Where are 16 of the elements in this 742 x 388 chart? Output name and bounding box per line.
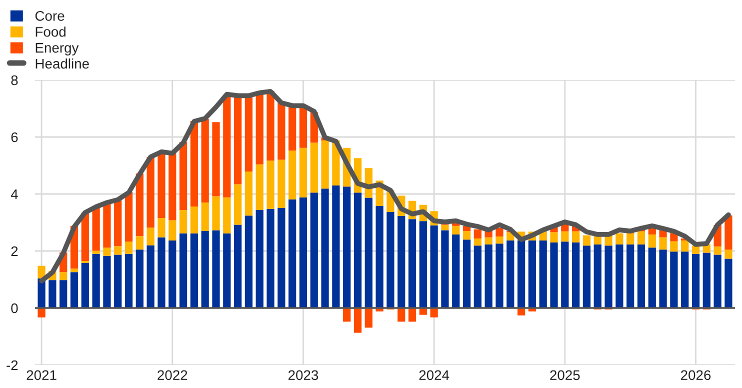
y-tick-label: 6 [11,132,18,142]
y-tick-label: 0 [11,303,18,314]
legend-label: Core [35,10,64,21]
y-tick-label: -2 [6,360,18,370]
x-tick-label: 2025 [550,370,580,380]
x-tick-label: 2026 [681,370,711,380]
legend-label: Headline [36,58,89,69]
legend-label: Food [36,26,66,37]
x-tick-label: 2021 [26,370,56,380]
y-tick-label: 4 [10,189,18,200]
y-tick-label: 8 [11,75,18,86]
x-tick-label: 2023 [288,370,318,380]
x-tick-label: 2022 [158,370,188,380]
y-tick-label: 2 [11,246,18,256]
x-tick-label: 2024 [419,370,450,380]
legend-label: Energy [36,43,79,56]
